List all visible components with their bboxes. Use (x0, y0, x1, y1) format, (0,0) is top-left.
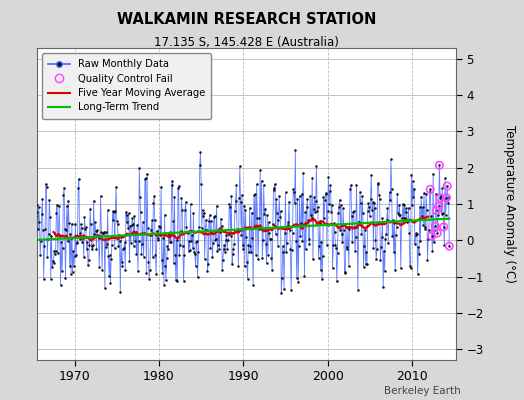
Point (431, 223, 440, 230)
Point (435, 162, 444, 168)
Point (428, 233, 436, 239)
Point (433, 230, 442, 236)
Legend: Raw Monthly Data, Quality Control Fail, Five Year Moving Average, Long-Term Tren: Raw Monthly Data, Quality Control Fail, … (42, 53, 211, 118)
Point (434, 203, 443, 209)
Y-axis label: Temperature Anomaly (°C): Temperature Anomaly (°C) (503, 125, 516, 283)
Text: Berkeley Earth: Berkeley Earth (385, 386, 461, 396)
Text: WALKAMIN RESEARCH STATION: WALKAMIN RESEARCH STATION (117, 12, 376, 27)
Point (426, 186, 434, 192)
Point (443, 183, 451, 189)
Text: 17.135 S, 145.428 E (Australia): 17.135 S, 145.428 E (Australia) (154, 36, 339, 49)
Point (436, 195, 444, 201)
Point (442, 194, 451, 201)
Point (432, 207, 441, 214)
Point (445, 243, 453, 249)
Point (440, 224, 448, 230)
